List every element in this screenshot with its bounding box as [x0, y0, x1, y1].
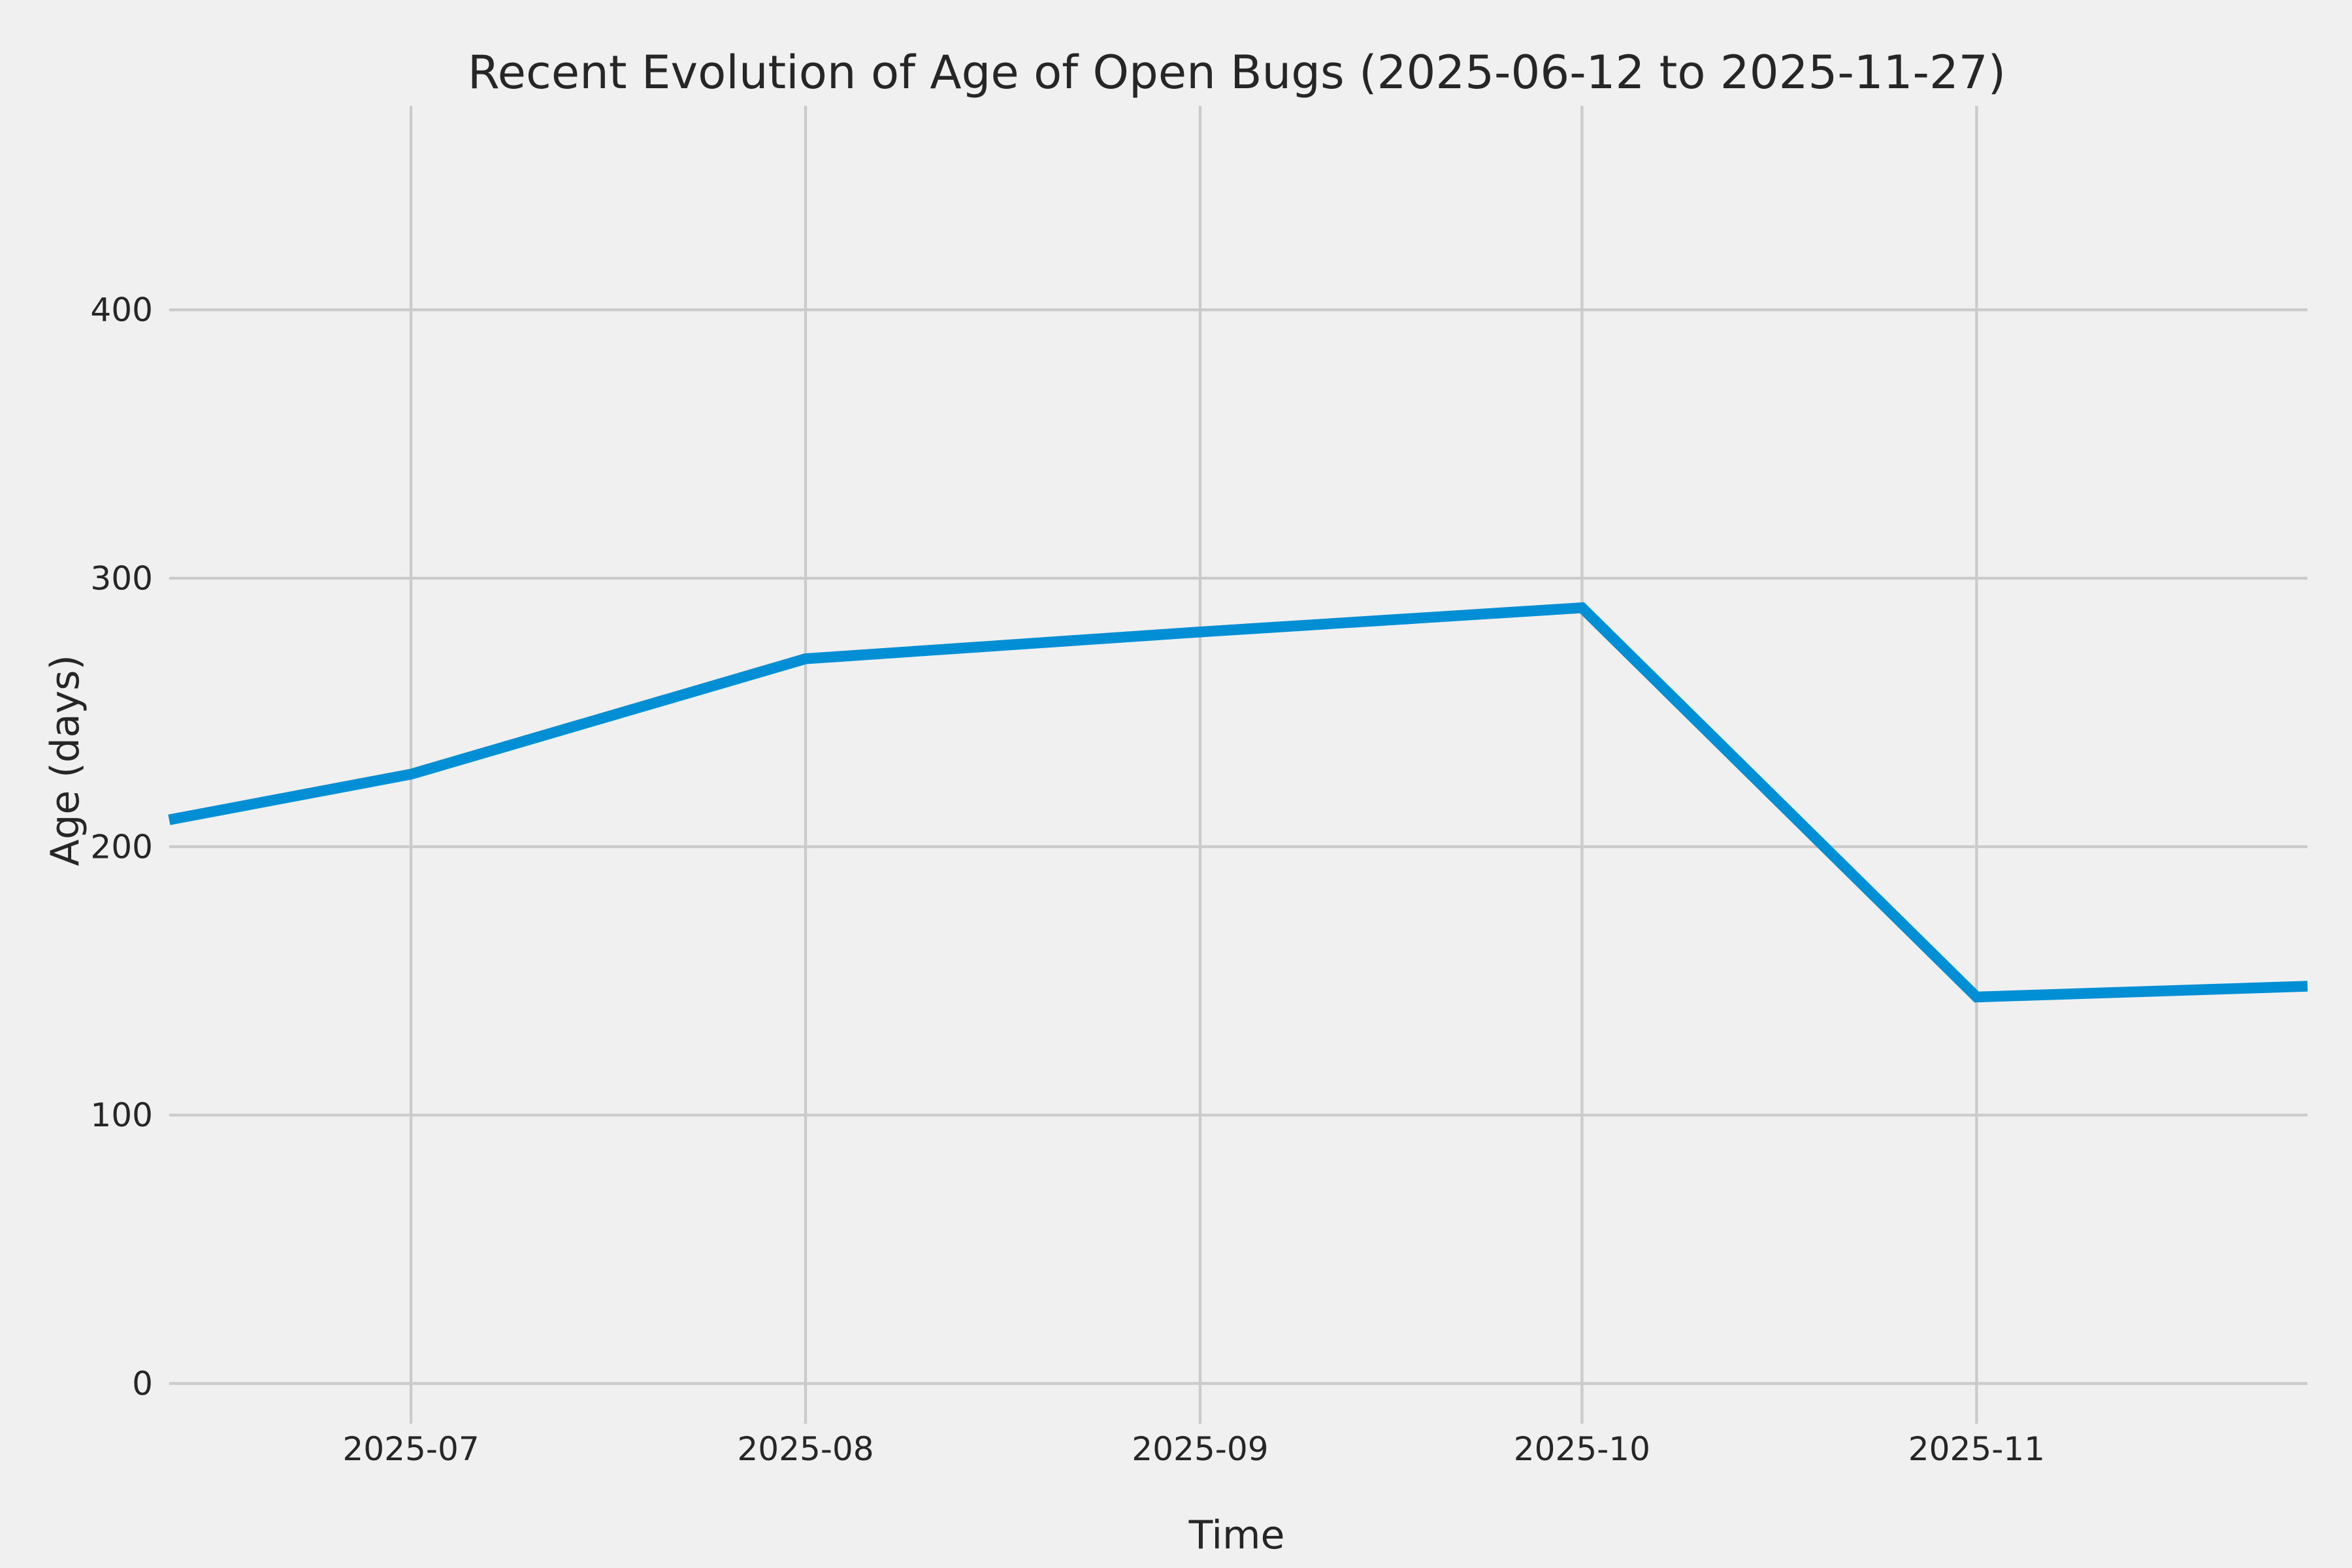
y-axis-label: Age (days)	[41, 655, 88, 866]
y-tick-label: 200	[90, 827, 153, 866]
x-tick-label: 2025-07	[342, 1429, 479, 1468]
y-tick-label: 300	[90, 559, 153, 598]
y-tick-label: 0	[132, 1364, 153, 1403]
x-tick-label: 2025-10	[1514, 1429, 1650, 1468]
x-tick-label: 2025-09	[1132, 1429, 1268, 1468]
y-tick-label: 400	[90, 291, 153, 329]
chart-title: Recent Evolution of Age of Open Bugs (20…	[467, 45, 2006, 100]
data-line	[168, 602, 2308, 1003]
x-tick-label: 2025-08	[737, 1429, 874, 1468]
y-tick-label: 100	[90, 1096, 153, 1134]
x-axis-label: Time	[1188, 1511, 1285, 1558]
x-tick-label: 2025-11	[1908, 1429, 2045, 1468]
